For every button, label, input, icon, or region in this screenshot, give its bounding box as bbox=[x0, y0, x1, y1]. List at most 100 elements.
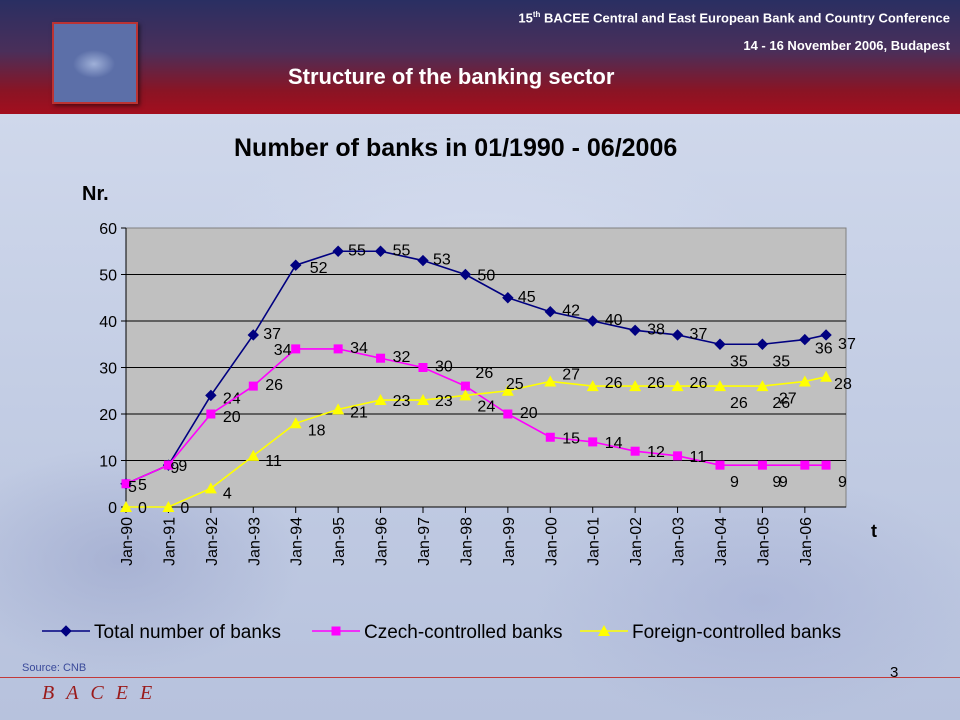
data-label: 30 bbox=[435, 359, 453, 376]
data-label: 15 bbox=[562, 430, 580, 447]
data-label: 9 bbox=[170, 460, 179, 477]
legend-entry: Czech-controlled banks bbox=[364, 622, 563, 643]
data-point bbox=[713, 380, 726, 392]
data-point bbox=[291, 344, 301, 354]
y-tick-label: 30 bbox=[99, 361, 117, 378]
data-label: 34 bbox=[350, 340, 368, 357]
data-label: 25 bbox=[506, 376, 524, 393]
x-tick-label: Jan-90 bbox=[119, 517, 136, 566]
x-tick-label: Jan-92 bbox=[204, 517, 221, 566]
data-label: 53 bbox=[433, 252, 451, 269]
data-point bbox=[247, 329, 259, 341]
data-point bbox=[290, 259, 302, 271]
y-tick-label: 20 bbox=[99, 407, 117, 424]
data-label: 50 bbox=[477, 268, 495, 285]
data-label: 12 bbox=[647, 444, 665, 461]
data-label: 26 bbox=[772, 395, 790, 412]
data-label: 5 bbox=[128, 479, 137, 496]
data-label: 11 bbox=[265, 453, 282, 470]
data-point bbox=[205, 389, 217, 402]
data-point bbox=[544, 305, 556, 318]
y-tick-label: 10 bbox=[99, 454, 117, 471]
data-point bbox=[799, 333, 811, 346]
data-point bbox=[460, 381, 470, 391]
data-point bbox=[332, 245, 344, 257]
data-point bbox=[502, 292, 514, 304]
legend-marker bbox=[331, 626, 341, 636]
page-number: 3 bbox=[890, 664, 899, 681]
y-tick-label: 50 bbox=[99, 268, 117, 285]
data-label: 18 bbox=[308, 422, 326, 439]
data-label: 23 bbox=[435, 393, 453, 410]
data-label: 20 bbox=[223, 409, 241, 426]
data-label: 0 bbox=[138, 500, 147, 517]
conference-number: 15 bbox=[518, 10, 533, 26]
data-label: 35 bbox=[772, 353, 790, 370]
data-label: 27 bbox=[779, 390, 797, 407]
data-point bbox=[289, 417, 302, 429]
data-point bbox=[715, 460, 725, 470]
legend-marker bbox=[598, 625, 610, 636]
data-point bbox=[586, 315, 599, 327]
series-line bbox=[125, 250, 827, 485]
data-point bbox=[798, 375, 811, 387]
data-label: 26 bbox=[730, 395, 748, 412]
series-line bbox=[125, 348, 827, 485]
chart-title: Number of banks in 01/1990 - 06/2006 bbox=[234, 134, 678, 162]
x-tick-label: Jan-02 bbox=[628, 517, 645, 566]
data-point bbox=[673, 451, 683, 461]
data-label: 40 bbox=[605, 312, 623, 329]
data-point bbox=[586, 380, 599, 392]
data-point bbox=[416, 394, 429, 406]
data-point bbox=[417, 254, 429, 267]
slide-title: Structure of the banking sector bbox=[288, 64, 615, 89]
legend-entry: Total number of banks bbox=[94, 622, 281, 643]
data-label: 34 bbox=[274, 342, 292, 359]
footer-divider bbox=[0, 677, 960, 678]
data-point bbox=[821, 460, 831, 470]
source-note: Source: CNB bbox=[22, 662, 87, 674]
conference-suffix: th bbox=[532, 10, 541, 19]
data-point bbox=[121, 479, 131, 489]
x-tick-label: Jan-91 bbox=[161, 517, 178, 566]
data-point bbox=[374, 245, 387, 257]
data-label: 28 bbox=[834, 376, 852, 393]
x-tick-label: Jan-01 bbox=[586, 517, 603, 566]
data-label: 27 bbox=[562, 366, 580, 383]
data-label: 9 bbox=[779, 474, 788, 491]
y-axis-label: Nr. bbox=[82, 183, 109, 205]
header-banner bbox=[0, 0, 960, 114]
data-label: 14 bbox=[605, 435, 623, 452]
x-tick-label: Jan-99 bbox=[501, 517, 518, 566]
data-label: 37 bbox=[263, 326, 281, 343]
data-label: 26 bbox=[475, 365, 493, 382]
data-point bbox=[800, 460, 810, 470]
data-point bbox=[162, 501, 175, 512]
data-label: 4 bbox=[223, 485, 232, 502]
data-label: 9 bbox=[730, 474, 739, 491]
data-label: 11 bbox=[690, 449, 707, 466]
data-point bbox=[820, 329, 832, 341]
data-point bbox=[120, 501, 132, 512]
data-label: 35 bbox=[730, 353, 748, 370]
x-tick-label: Jan-98 bbox=[458, 517, 475, 566]
data-point bbox=[629, 324, 641, 337]
data-label: 52 bbox=[310, 260, 328, 277]
data-label: 0 bbox=[180, 500, 189, 517]
data-label: 5 bbox=[138, 477, 147, 494]
data-label: 9 bbox=[838, 474, 847, 491]
data-label: 26 bbox=[690, 375, 708, 392]
data-point bbox=[204, 482, 217, 494]
legend-marker bbox=[60, 625, 72, 637]
data-point bbox=[588, 437, 598, 447]
y-tick-label: 40 bbox=[99, 314, 117, 331]
x-tick-label: Jan-96 bbox=[374, 517, 391, 566]
data-point bbox=[630, 446, 640, 456]
data-label: 26 bbox=[265, 377, 283, 394]
data-point bbox=[671, 329, 684, 341]
data-point bbox=[163, 460, 173, 470]
x-tick-label: Jan-00 bbox=[543, 517, 560, 566]
data-label: 23 bbox=[393, 393, 411, 410]
x-tick-label: Jan-06 bbox=[798, 517, 815, 566]
